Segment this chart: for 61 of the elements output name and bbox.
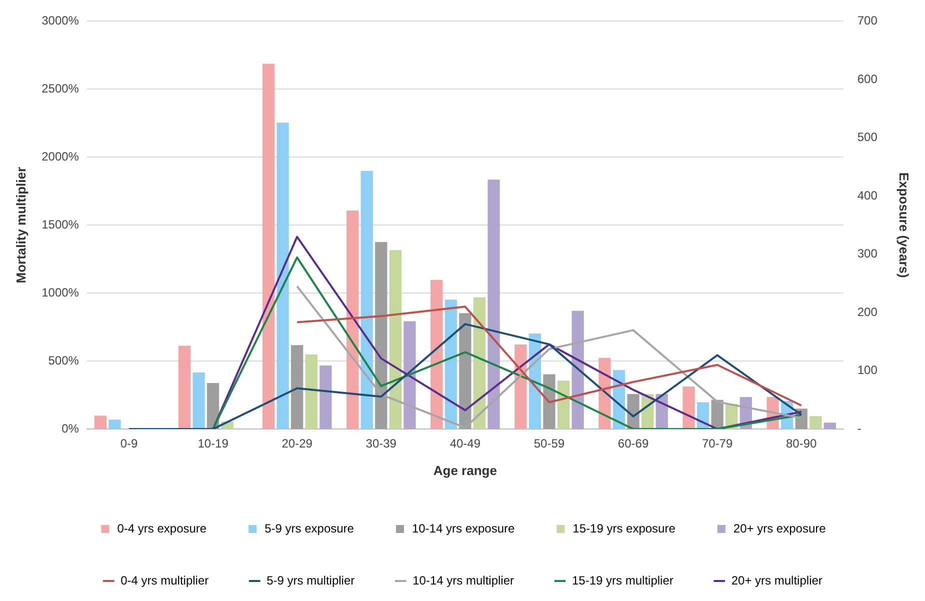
y2-tick-label: 500: [857, 130, 878, 144]
bar: [430, 280, 443, 429]
bar: [276, 122, 289, 429]
y2-tick-label: 200: [857, 304, 878, 319]
bar: [360, 170, 373, 429]
bar: [346, 210, 359, 429]
bar: [206, 382, 220, 429]
bar: [389, 250, 402, 429]
y2-axis-title: Exposure (years): [896, 172, 912, 278]
x-axis-title: Age range: [433, 462, 497, 478]
x-tick-label: 70-79: [702, 436, 733, 451]
y2-tick-label: 100: [857, 363, 878, 378]
legend-label: 5-9 yrs exposure: [264, 521, 354, 536]
y-tick-label: 2000%: [42, 149, 80, 164]
y2-tick-label: 400: [857, 188, 878, 202]
legend-label: 10-14 yrs multiplier: [412, 573, 514, 588]
y2-tick-label: 700: [857, 14, 878, 28]
bar: [543, 374, 556, 429]
x-tick-label: 30-39: [366, 436, 397, 451]
x-tick-label: 40-49: [450, 436, 481, 451]
bar: [94, 416, 106, 429]
legend-label: 10-14 yrs exposure: [412, 521, 516, 536]
bar: [192, 372, 205, 429]
bar: [810, 416, 822, 429]
bar: [473, 297, 486, 429]
x-tick-label: 0-9: [120, 436, 138, 451]
bar: [178, 346, 191, 429]
legend-label: 0-4 yrs multiplier: [120, 573, 209, 588]
x-tick-label: 80-90: [786, 436, 818, 451]
x-tick-label: 10-19: [198, 436, 229, 451]
bar: [291, 345, 304, 429]
bar: [404, 321, 416, 429]
bar: [262, 64, 275, 429]
y-tick-label: 0%: [62, 421, 80, 436]
legend-label: 5-9 yrs multiplier: [266, 573, 355, 588]
x-tick-label: 50-59: [534, 436, 565, 451]
legend-label: 15-19 yrs exposure: [572, 521, 676, 536]
y2-tick-label: -: [857, 421, 862, 436]
y-axis-title: Mortality multiplier: [13, 166, 28, 284]
y-tick-label: 3000%: [42, 14, 80, 28]
bar: [108, 420, 121, 429]
bar: [557, 380, 570, 429]
bar: [824, 422, 836, 429]
y-tick-label: 1000%: [42, 285, 80, 300]
bar: [444, 300, 457, 429]
bar: [305, 354, 318, 429]
legend-label: 20+ yrs multiplier: [731, 573, 822, 588]
y-tick-label: 2500%: [42, 81, 80, 96]
y-tick-label: 1500%: [42, 217, 80, 232]
y-tick-label: 500%: [48, 353, 80, 368]
x-tick-label: 20-29: [282, 436, 313, 451]
bar: [320, 366, 332, 429]
legend-label: 20+ yrs exposure: [733, 521, 826, 536]
bar: [682, 386, 695, 429]
y2-tick-label: 600: [857, 72, 878, 86]
legend-label: 0-4 yrs exposure: [117, 521, 207, 536]
y2-tick-label: 300: [857, 246, 878, 261]
bar: [572, 310, 584, 429]
bar: [488, 180, 500, 429]
legend-label: 15-19 yrs multiplier: [572, 573, 674, 588]
x-tick-label: 60-69: [618, 436, 649, 451]
